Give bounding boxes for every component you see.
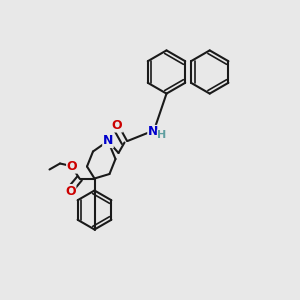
Text: N: N bbox=[103, 134, 113, 148]
Text: O: O bbox=[67, 160, 77, 173]
Text: O: O bbox=[112, 119, 122, 132]
Text: H: H bbox=[158, 130, 166, 140]
Text: O: O bbox=[65, 184, 76, 198]
Text: N: N bbox=[148, 125, 158, 139]
